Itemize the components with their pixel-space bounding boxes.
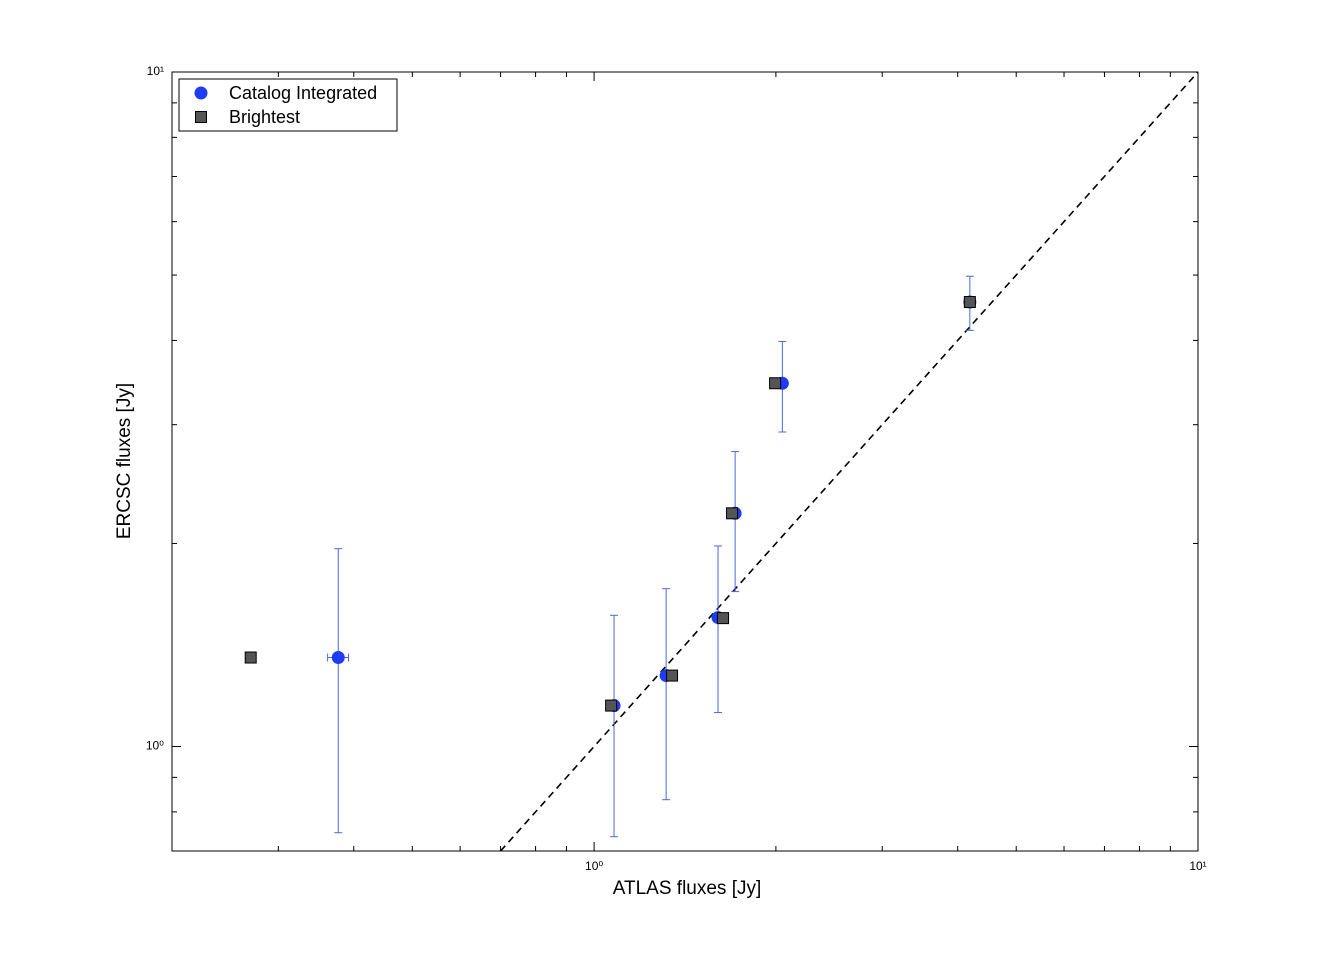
y-axis-label: ERCSC fluxes [Jy]: [114, 383, 135, 539]
point: [331, 651, 345, 665]
y-tick-label: 10¹: [147, 64, 164, 78]
reference-line: [499, 72, 1198, 851]
legend-marker: [195, 111, 207, 123]
point: [963, 296, 976, 309]
point: [726, 507, 739, 520]
legend-label: Brightest: [229, 107, 300, 127]
legend-box: [178, 78, 398, 132]
point: [769, 377, 782, 390]
y-tick-label: 10⁰: [146, 739, 164, 753]
x-tick-label: 10¹: [1189, 859, 1206, 873]
point: [666, 669, 679, 682]
x-tick-label: 10⁰: [585, 859, 603, 873]
point: [717, 612, 730, 625]
legend-label: Catalog Integrated: [229, 83, 377, 103]
point: [244, 651, 257, 664]
legend-marker: [194, 86, 208, 100]
point: [605, 699, 618, 712]
x-axis-label: ATLAS fluxes [Jy]: [613, 878, 762, 899]
plot-frame: [171, 71, 1199, 852]
